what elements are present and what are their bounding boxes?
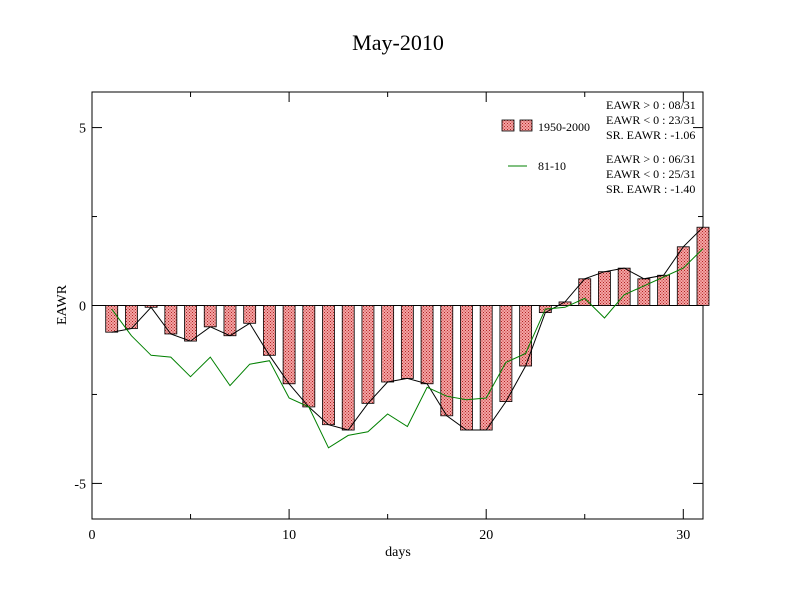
bar-day-4 — [164, 305, 178, 335]
bar-day-5 — [184, 305, 197, 342]
bar-day-14 — [361, 305, 375, 404]
x-tick-label: 20 — [479, 528, 493, 543]
bar-day-28 — [637, 278, 651, 306]
bar-day-29 — [657, 274, 670, 306]
stats-line: SR. EAWR : -1.40 — [606, 182, 695, 196]
legend-label-81-10: 81-10 — [538, 159, 566, 173]
stats-line: EAWR > 0 : 06/31 — [606, 152, 696, 166]
bar-day-19 — [460, 305, 473, 431]
stats-line: EAWR < 0 : 23/31 — [606, 113, 696, 127]
series-1950-2000-line — [111, 226, 704, 431]
stats-line: EAWR < 0 : 25/31 — [606, 167, 696, 181]
bars-1950-2000 — [92, 226, 710, 431]
lines — [111, 226, 704, 449]
bar-day-6 — [203, 305, 217, 328]
series-81-10-line — [111, 248, 704, 449]
bar-day-22 — [519, 305, 533, 367]
legend-label-1950-2000: 1950-2000 — [538, 120, 590, 134]
bar-day-12 — [322, 305, 335, 426]
x-axis-label: days — [385, 545, 411, 560]
bar-day-15 — [381, 305, 395, 383]
x-tick-label: 10 — [282, 528, 296, 543]
bar-day-25 — [578, 278, 592, 306]
bar-day-26 — [598, 271, 611, 306]
bar-day-21 — [499, 305, 513, 402]
bar-day-8 — [243, 305, 257, 324]
stats-line: SR. EAWR : -1.06 — [606, 128, 695, 142]
axis-ticks: 0 10 20 30 -5 0 5 — [74, 92, 703, 543]
bar-day-10 — [282, 305, 296, 385]
y-tick-label: 5 — [79, 122, 86, 137]
y-axis-label: EAWR — [55, 284, 70, 325]
y-tick-label: -5 — [74, 477, 86, 492]
legend-swatch-bar — [501, 119, 515, 132]
stats-line: EAWR > 0 : 08/31 — [606, 98, 696, 112]
bar-day-30 — [676, 246, 690, 306]
bar-day-20 — [479, 305, 493, 431]
bar-day-16 — [400, 305, 414, 379]
bar-day-17 — [420, 305, 434, 385]
x-tick-label: 30 — [676, 528, 690, 543]
bar-day-18 — [440, 305, 454, 417]
x-tick-label: 0 — [89, 528, 96, 543]
bar-day-11 — [302, 305, 316, 408]
bar-day-2 — [125, 305, 138, 330]
bar-day-7 — [223, 305, 237, 337]
bar-day-13 — [341, 305, 355, 431]
legend-swatch-bar — [519, 119, 533, 132]
y-tick-label: 0 — [79, 300, 86, 315]
chart-title: May-2010 — [352, 30, 444, 55]
bar-day-31 — [696, 226, 710, 306]
